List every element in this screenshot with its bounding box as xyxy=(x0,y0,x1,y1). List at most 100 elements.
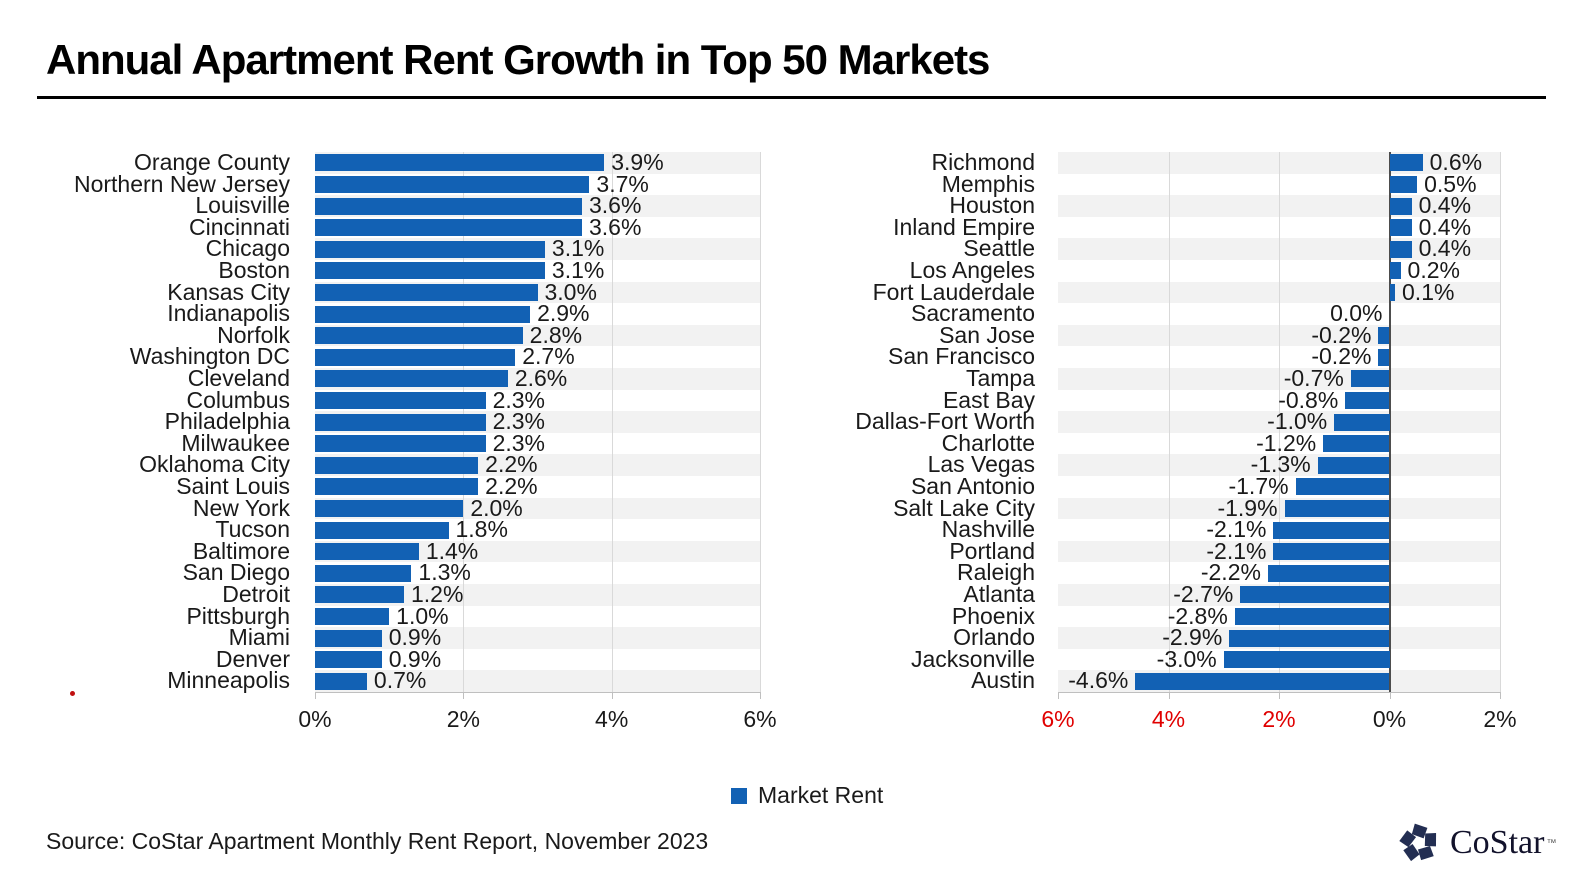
row-band xyxy=(315,670,760,692)
legend-label: Market Rent xyxy=(758,782,884,808)
category-label: Orlando xyxy=(953,624,1035,651)
bar xyxy=(1284,499,1390,517)
bar-value-label: 2.8% xyxy=(529,321,583,348)
bar-value-label: -2.7% xyxy=(1173,581,1234,607)
bar-value-label: -0.8% xyxy=(1278,386,1339,413)
category-label: Oklahoma City xyxy=(139,451,290,478)
category-label: Nashville xyxy=(941,516,1035,543)
bar xyxy=(315,586,404,604)
category-label: Charlotte xyxy=(941,429,1035,456)
bar xyxy=(1234,607,1390,625)
axis-tick-mark xyxy=(611,692,613,699)
bar-value-label: 1.4% xyxy=(425,537,479,564)
bar xyxy=(315,499,464,517)
bar-value-label: 2.3% xyxy=(492,429,546,456)
bar-value-label: 2.0% xyxy=(470,494,523,521)
bar xyxy=(1267,564,1390,582)
bar-value-label: 1.0% xyxy=(396,602,449,629)
bar xyxy=(1389,175,1418,193)
category-label: Detroit xyxy=(222,581,290,607)
bar-value-label: -2.1% xyxy=(1206,516,1267,543)
category-label: Baltimore xyxy=(192,537,290,564)
axis-tick-mark xyxy=(315,692,316,699)
bar xyxy=(1295,478,1390,496)
bar xyxy=(315,629,382,647)
costar-trademark: ™ xyxy=(1546,837,1557,849)
category-label: Kansas City xyxy=(167,278,290,305)
source-note: Source: CoStar Apartment Monthly Rent Re… xyxy=(46,828,709,854)
category-label: Denver xyxy=(215,645,290,672)
category-label: Washington DC xyxy=(129,343,290,370)
bar xyxy=(1378,327,1390,345)
gridline xyxy=(1279,152,1280,692)
category-label: Inland Empire xyxy=(893,213,1035,240)
category-label: Norfolk xyxy=(217,321,290,348)
category-label: Houston xyxy=(949,192,1035,219)
bar-value-label: 3.0% xyxy=(544,278,597,305)
bar xyxy=(1389,219,1412,237)
bar-value-label: 2.2% xyxy=(485,473,538,499)
bar xyxy=(315,521,449,539)
bar xyxy=(315,435,486,453)
category-label: San Francisco xyxy=(887,343,1035,370)
category-label: Salt Lake City xyxy=(893,494,1035,521)
bar xyxy=(315,305,531,323)
category-label: San Antonio xyxy=(910,473,1035,499)
bar-value-label: 3.6% xyxy=(589,213,642,240)
bar-value-label: 0.4% xyxy=(1418,192,1472,219)
bar-value-label: 3.1% xyxy=(551,257,605,283)
category-label: Fort Lauderdale xyxy=(872,278,1035,305)
category-label: East Bay xyxy=(942,386,1035,413)
category-label: Indianapolis xyxy=(167,300,290,327)
bar-value-label: -0.2% xyxy=(1311,321,1372,348)
bar xyxy=(1389,240,1412,258)
bar-value-label: 0.2% xyxy=(1407,257,1460,283)
bar-value-label: 2.6% xyxy=(514,365,568,391)
bar xyxy=(315,651,382,669)
bar xyxy=(1240,586,1390,604)
bar-value-label: 0.1% xyxy=(1402,278,1455,305)
bar-value-label: 3.6% xyxy=(589,192,642,219)
category-label: Saint Louis xyxy=(176,473,290,499)
bar-value-label: 0.4% xyxy=(1418,235,1472,262)
bar-value-label: -2.2% xyxy=(1200,559,1261,586)
category-label: Milwaukee xyxy=(181,429,290,456)
bar xyxy=(315,564,412,582)
axis-tick-label: 2% xyxy=(446,706,480,732)
bar xyxy=(315,240,545,258)
row-band xyxy=(315,627,760,649)
bar-value-label: 1.8% xyxy=(455,516,508,543)
axis-tick-label: 2% xyxy=(1262,706,1296,732)
category-label: Cleveland xyxy=(187,365,290,391)
bar xyxy=(315,219,582,237)
bar-value-label: 0.9% xyxy=(388,645,442,672)
bar xyxy=(315,262,545,280)
bar xyxy=(315,543,419,561)
bar xyxy=(1135,672,1390,690)
bar xyxy=(1389,262,1401,280)
bar-value-label: 0.7% xyxy=(373,667,427,694)
bar xyxy=(1389,197,1412,215)
axis-tick-mark xyxy=(1168,692,1170,699)
category-label: Louisville xyxy=(195,192,290,219)
bar xyxy=(1389,283,1396,301)
category-label: Dallas-Fort Worth xyxy=(855,408,1035,435)
bar xyxy=(315,370,508,388)
bar-value-label: -1.9% xyxy=(1217,494,1278,521)
bar-value-label: 3.9% xyxy=(611,149,664,175)
category-label: Boston xyxy=(218,257,290,283)
legend-marker-square xyxy=(731,787,747,804)
category-label: San Jose xyxy=(939,321,1035,348)
bar xyxy=(315,154,605,172)
bar-value-label: 2.3% xyxy=(492,408,546,435)
category-label: Tampa xyxy=(965,365,1035,391)
bar-value-label: -1.2% xyxy=(1256,429,1317,456)
category-label: Cincinnati xyxy=(189,213,290,240)
bar-value-label: -4.6% xyxy=(1068,667,1129,694)
bar-value-label: -1.7% xyxy=(1228,473,1289,499)
bar xyxy=(1350,370,1390,388)
bar-value-label: 3.7% xyxy=(596,170,649,197)
row-band xyxy=(315,584,760,606)
axis-tick-label: 0% xyxy=(1372,706,1407,732)
category-label: Northern New Jersey xyxy=(73,170,290,197)
